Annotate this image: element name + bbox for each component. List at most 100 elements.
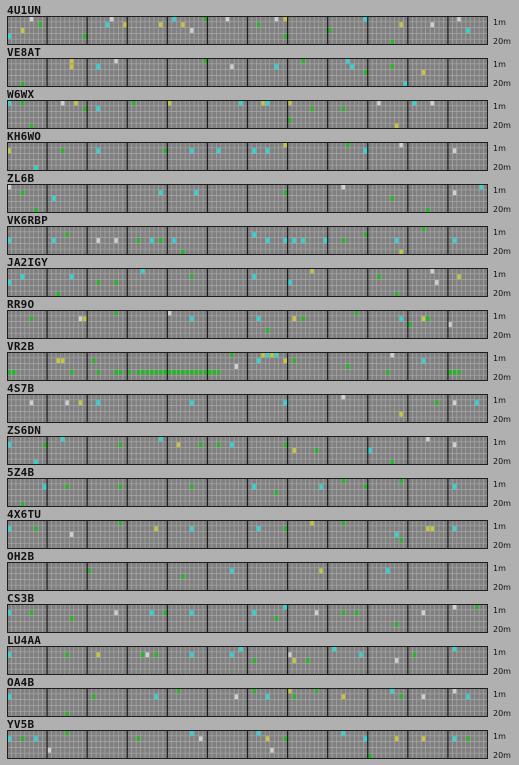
spot-cell (341, 184, 345, 190)
spot-cell (65, 730, 69, 736)
spot-cell (190, 148, 194, 154)
station-callsign: W6WX (7, 88, 35, 101)
station-row: OA4B 1m 20m (0, 676, 519, 719)
band-grid (7, 436, 488, 465)
spot-cell (426, 436, 430, 442)
spot-cell (230, 568, 234, 574)
spot-cell (29, 16, 34, 22)
spot-cell (34, 207, 38, 213)
station-callsign: LU4AA (7, 634, 42, 647)
spot-cell (190, 652, 194, 658)
spot-cell (426, 207, 430, 213)
spot-cell (194, 369, 199, 375)
spot-cell (448, 369, 452, 375)
spot-cell (341, 520, 345, 526)
spot-cell (11, 369, 16, 375)
spot-cell (167, 310, 172, 316)
band-grid (7, 688, 488, 717)
spot-cell (252, 658, 256, 663)
spot-cell (265, 327, 270, 333)
spot-cell (154, 652, 158, 658)
spot-cell (274, 616, 279, 621)
band-label-1m: 1m (493, 144, 506, 153)
spot-cell (7, 610, 11, 616)
spot-cell (430, 268, 435, 274)
station-row: ZL6B 1m 20m (0, 172, 519, 215)
spot-cell (452, 400, 457, 406)
spot-cell (265, 238, 270, 243)
band-label-20m: 20m (493, 205, 511, 214)
grid-border (7, 58, 488, 87)
spot-cell (390, 352, 394, 358)
spot-cell (390, 459, 394, 465)
spot-cell (314, 688, 319, 694)
spot-cell (136, 238, 141, 243)
spot-cell (363, 70, 368, 75)
spot-cell (43, 442, 47, 448)
spot-cell (65, 711, 69, 717)
spot-cell (60, 436, 65, 442)
spot-cell (283, 16, 288, 22)
spot-cell (181, 369, 185, 375)
spot-cell (435, 400, 439, 406)
spot-cell (363, 148, 368, 154)
spot-cell (386, 369, 390, 375)
station-callsign: VK6RBP (7, 214, 48, 227)
spot-cell (176, 442, 181, 448)
spot-cell (252, 610, 256, 616)
spot-cell (123, 22, 127, 28)
spot-cell (216, 148, 221, 154)
band-label-1m: 1m (493, 606, 506, 615)
spot-cell (96, 238, 101, 243)
station-row: KH6WO 1m 20m (0, 130, 519, 173)
station-row: RR9O 1m 20m (0, 298, 519, 341)
band-grid (7, 268, 488, 297)
spot-cell (29, 123, 34, 129)
spot-cell (118, 442, 123, 448)
spot-cell (345, 364, 350, 369)
spot-cell (118, 520, 123, 526)
spot-cell (114, 280, 118, 285)
spot-cell (141, 652, 145, 658)
spot-cell (78, 400, 83, 406)
spot-cell (301, 58, 305, 64)
spot-cell (114, 58, 118, 64)
spot-cell (466, 736, 470, 742)
spot-cell (283, 358, 288, 364)
spot-cell (310, 520, 314, 526)
spot-cell (341, 394, 345, 400)
grid-border (7, 394, 488, 423)
spot-cell (452, 190, 457, 196)
spot-cell (190, 28, 194, 33)
spot-cell (457, 369, 461, 375)
spot-cell (377, 274, 381, 280)
spot-cell (127, 369, 132, 375)
grid-border (7, 436, 488, 465)
spot-cell (256, 730, 261, 736)
spot-cell (265, 352, 270, 358)
spot-cell (38, 22, 43, 28)
spot-cell (288, 100, 292, 106)
spot-cell (176, 369, 181, 375)
spot-cell (105, 22, 109, 28)
station-row: 4S7B 1m 20m (0, 382, 519, 425)
spot-cell (190, 316, 194, 322)
station-callsign: YV5B (7, 718, 35, 731)
spot-cell (252, 484, 256, 490)
spot-cell (20, 274, 25, 280)
spot-cell (96, 369, 101, 375)
grid-border (7, 646, 488, 675)
spot-cell (452, 688, 457, 694)
band-label-20m: 20m (493, 499, 511, 508)
spot-cell (43, 484, 47, 490)
station-callsign: ZL6B (7, 172, 35, 185)
band-label-1m: 1m (493, 732, 506, 741)
spot-cell (310, 268, 314, 274)
grid-border (7, 184, 488, 213)
spot-cell (426, 526, 430, 532)
grid-border (7, 100, 488, 129)
spot-cell (341, 694, 345, 700)
spot-cell (466, 28, 470, 33)
spot-cell (145, 652, 150, 658)
spot-cell (283, 736, 288, 742)
